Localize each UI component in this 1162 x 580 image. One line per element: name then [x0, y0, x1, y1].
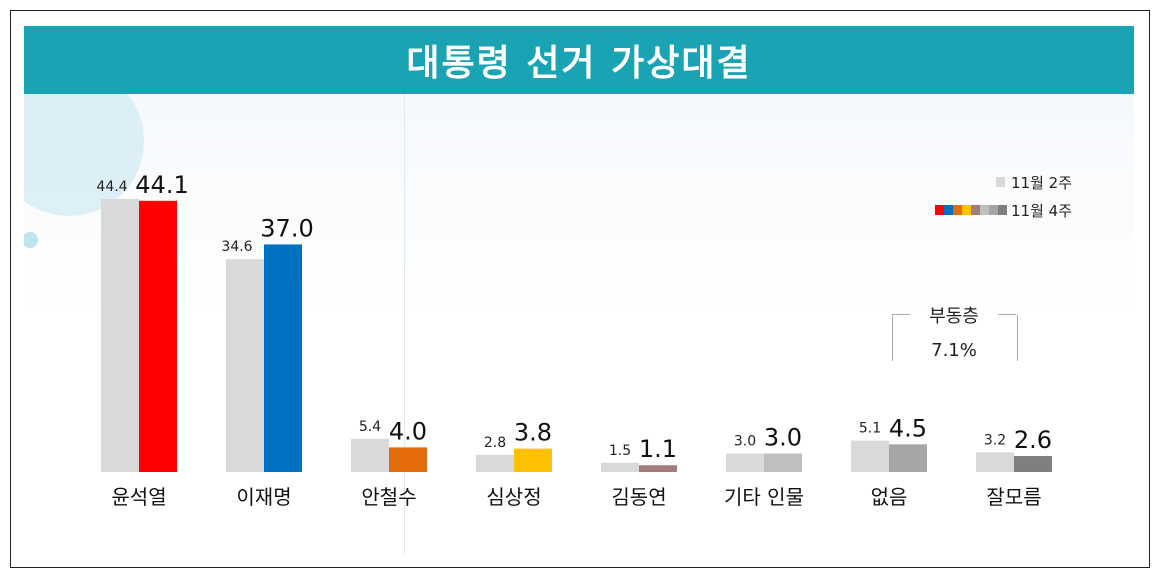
category-label: 기타 인물: [724, 485, 804, 509]
title-bar: 대통령 선거 가상대결: [24, 26, 1134, 94]
floating-voters-label: 부동층: [892, 302, 1016, 328]
bar-current: [889, 444, 927, 472]
category-label: 윤석열: [111, 485, 166, 509]
bracket-tick-right: [998, 314, 1016, 315]
category-label: 없음: [871, 485, 908, 509]
legend-label-previous: 11월 2주: [1011, 173, 1072, 192]
bar-previous: [601, 462, 639, 472]
bar-previous: [101, 198, 139, 472]
data-label-current: 2.6: [1014, 426, 1052, 454]
decorative-dot: [24, 232, 38, 248]
data-label-previous: 5.1: [859, 421, 881, 437]
legend-swatch-color: [980, 205, 989, 215]
data-label-previous: 44.4: [96, 179, 127, 195]
legend-item-current: 11월 4주: [935, 196, 1072, 224]
data-label-current: 37.0: [260, 214, 313, 242]
floating-voters-bracket: [892, 314, 1018, 361]
bar-current: [764, 453, 802, 472]
legend-swatch-color: [962, 205, 971, 215]
data-label-previous: 34.6: [221, 239, 252, 255]
category-label: 심상정: [486, 485, 541, 509]
bar-current: [639, 465, 677, 472]
chart-title: 대통령 선거 가상대결: [406, 43, 752, 84]
bar-current: [139, 200, 177, 472]
bar-current: [264, 244, 302, 472]
legend: 11월 2주 11월 4주: [935, 168, 1072, 224]
data-label-previous: 3.2: [984, 432, 1006, 448]
bar-current: [389, 447, 427, 472]
bar-chart: 44.4 44.1 윤석열 34.6 37.0 이재명 5.4 4.0 안철수 2.8 3.8 심상정…: [96, 171, 1052, 509]
bar-previous: [976, 452, 1014, 472]
data-label-current: 44.1: [135, 171, 188, 199]
decorative-divider: [404, 94, 405, 554]
legend-swatch-current: [935, 205, 1007, 215]
data-label-current: 4.5: [889, 414, 927, 442]
category-label: 안철수: [361, 485, 416, 509]
bar-previous: [476, 454, 514, 472]
legend-swatch-color: [998, 205, 1007, 215]
category-label: 잘모름: [986, 485, 1041, 509]
data-label-current: 1.1: [639, 435, 677, 463]
legend-swatch-color: [935, 205, 944, 215]
data-label-previous: 2.8: [484, 435, 506, 451]
bar-previous: [851, 440, 889, 472]
data-label-current: 3.8: [514, 419, 552, 447]
legend-label-current: 11월 4주: [1011, 201, 1072, 220]
legend-item-previous: 11월 2주: [935, 168, 1072, 196]
chart-panel: 대통령 선거 가상대결 44.4 44.1 윤석열 34.6 37.0 이재명 5.4 4.0…: [24, 26, 1134, 556]
bracket-tick-left: [892, 314, 910, 315]
data-label-current: 4.0: [389, 417, 427, 445]
bar-current: [1014, 456, 1052, 472]
category-label: 이재명: [236, 485, 291, 509]
bar-previous: [351, 438, 389, 472]
data-label-current: 3.0: [764, 424, 802, 452]
bar-previous: [226, 259, 264, 472]
category-label: 김동연: [611, 485, 666, 509]
data-label-previous: 5.4: [359, 419, 381, 435]
bar-previous: [726, 453, 764, 472]
data-label-previous: 3.0: [734, 434, 756, 450]
legend-swatch-color: [989, 205, 998, 215]
legend-swatch-color: [953, 205, 962, 215]
data-label-previous: 1.5: [609, 443, 631, 459]
legend-swatch-color: [971, 205, 980, 215]
floating-voters-value: 7.1%: [931, 340, 977, 361]
legend-swatch-previous: [996, 177, 1005, 187]
bar-current: [514, 448, 552, 472]
legend-swatch-color: [944, 205, 953, 215]
